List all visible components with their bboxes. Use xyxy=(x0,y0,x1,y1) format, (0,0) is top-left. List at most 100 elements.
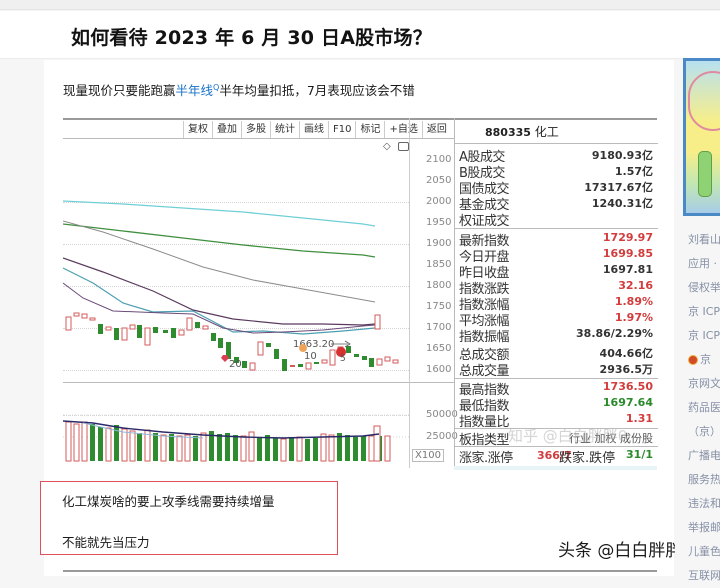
quote-row: 平均涨幅 1.97% xyxy=(459,311,653,329)
quote-panel: 880335 化工 A股成交 9180.93亿 B股成交 1.57亿 国债成交 173… xyxy=(454,118,658,468)
sidebar-footer-links: 刘看山 应用 · 侵权举 京 ICP 京 ICP 京 京网文 药品医 （京） 广… xyxy=(688,228,720,588)
toolbar-rule xyxy=(63,138,454,139)
quote-row: 最高指数 1736.50 xyxy=(459,380,653,398)
quote-row: 国债成交 17317.67亿 xyxy=(459,181,653,197)
marker-10-icon xyxy=(299,344,307,352)
toolbar-tongji[interactable]: 统计 xyxy=(270,121,299,138)
toolbar-zixuan[interactable]: +自选 xyxy=(384,121,421,138)
footer-link[interactable]: 侵权举 xyxy=(688,281,720,294)
chart-top-border xyxy=(63,118,657,120)
promo-image[interactable] xyxy=(683,58,720,216)
credit-watermark: 头条 @白白胖胖0 xyxy=(558,541,694,561)
ma-green xyxy=(63,223,376,258)
search-icon[interactable]: Q xyxy=(213,82,220,92)
quote-row: 基金成交 1240.31亿 xyxy=(459,197,653,213)
toolbar-fanhui[interactable]: 返回 xyxy=(421,121,451,138)
quote-row: 今日开盘 1699.85 xyxy=(459,247,653,265)
diamond-icon[interactable]: ◇ xyxy=(383,141,391,152)
chart-toolbar: 复权 叠加 多股 统计 画线 F10 标记 +自选 返回 xyxy=(183,121,451,138)
quote-sep xyxy=(455,428,658,429)
left-margin xyxy=(0,60,44,576)
marker-20-icon xyxy=(221,355,229,362)
quote-row: A股成交 9180.93亿 xyxy=(459,149,653,165)
toolbar-biaoji[interactable]: 标记 xyxy=(355,121,384,138)
quote-row: 最低指数 1697.64 xyxy=(459,396,653,414)
footer-link[interactable]: 违法和 xyxy=(688,497,720,510)
gridline xyxy=(63,370,409,371)
ma-teal xyxy=(63,267,376,335)
footer-link[interactable]: 儿童色 xyxy=(688,545,720,558)
quote-row: 指数涨跌 32.16 xyxy=(459,279,653,297)
police-badge-icon xyxy=(688,355,698,365)
low-label: 1663.20 xyxy=(293,339,334,350)
footer-link-police[interactable]: 京 xyxy=(688,348,720,372)
volume-ma xyxy=(63,420,380,439)
promo-ring xyxy=(688,71,720,131)
half-year-line-link[interactable]: 半年线 xyxy=(175,83,214,98)
quote-row: B股成交 1.57亿 xyxy=(459,165,653,181)
volume-bars xyxy=(65,421,391,462)
quote-row: 指数振幅 38.86/2.29% xyxy=(459,327,653,345)
quote-row: 权证成交 xyxy=(459,214,510,229)
price-axis: 2100 2050 2000 1950 1900 1850 1800 1750 … xyxy=(409,118,458,468)
candles xyxy=(65,312,399,371)
question-header: 如何看待 2023 年 6 月 30 日A股市场？ xyxy=(0,11,720,59)
footer-link[interactable]: 举报邮 xyxy=(688,521,720,534)
footer-link[interactable]: 京 ICP xyxy=(688,329,720,342)
quote-row: 昨日收盘 1697.81 xyxy=(459,263,653,281)
footer-link[interactable]: 刘看山 xyxy=(688,233,720,246)
quote-row: 总成交额 404.66亿 xyxy=(459,347,653,363)
toolbar-fuquan[interactable]: 复权 xyxy=(183,121,212,138)
lead-paragraph: 现量现价只要能跑赢半年线Q半年均量扣抵，7月表现应该会不错 xyxy=(63,80,415,99)
footer-link[interactable]: 应用 · xyxy=(688,257,717,270)
panel-toggle-icon[interactable] xyxy=(397,141,409,151)
gridline xyxy=(63,202,409,203)
watermark: 知乎 @白白胖胖0 xyxy=(508,427,628,445)
footer-link[interactable]: 京网文 xyxy=(688,377,720,390)
volume-unit: X100 xyxy=(412,449,444,462)
gridline xyxy=(63,415,409,416)
quote-sep xyxy=(455,143,658,144)
quote-sep xyxy=(455,228,658,229)
quote-row: 总成交量 2936.5万 xyxy=(459,363,653,379)
quote-row: 最新指数 1729.97 xyxy=(459,231,653,249)
toolbar-huaxian[interactable]: 画线 xyxy=(299,121,328,138)
quote-row: 指数量比 1.31 xyxy=(459,412,653,430)
ma-short xyxy=(63,282,376,334)
lead-text-after: 半年均量扣抵，7月表现应该会不错 xyxy=(219,83,415,98)
chart-icons: ◇ xyxy=(383,141,409,152)
promo-bottle xyxy=(698,151,712,197)
note-line-2: 不能就先当压力 xyxy=(62,535,150,550)
toolbar-f10[interactable]: F10 xyxy=(328,121,355,138)
footer-link[interactable]: 药品医 xyxy=(688,401,720,414)
marker-5-icon xyxy=(336,347,346,357)
stock-chart-image: 复权 叠加 多股 统计 画线 F10 标记 +自选 返回 ◇ xyxy=(63,118,658,470)
footer-link[interactable]: 广播电 xyxy=(688,449,720,462)
ma-cyan xyxy=(63,200,376,227)
note-line-1: 化工煤炭啥的要上攻季线需要持续增量 xyxy=(62,494,275,509)
browser-top-strip xyxy=(0,0,720,10)
note-box: 化工煤炭啥的要上攻季线需要持续增量 不能就先当压力 xyxy=(40,481,338,555)
svg-text:10: 10 xyxy=(304,351,317,362)
updown-row: 涨家.涨停 366/7 跌家.跌停 31/1 xyxy=(459,448,653,466)
ma-purple xyxy=(63,257,376,326)
footer-link[interactable]: 京 ICP xyxy=(688,305,720,318)
index-code: 880335 化工 xyxy=(485,125,559,139)
gridline xyxy=(63,328,409,329)
quote-row: 板指类型 行业 加权 成份股 xyxy=(459,432,653,448)
page-title: 如何看待 2023 年 6 月 30 日A股市场？ xyxy=(71,27,432,49)
quote-row: 指数涨幅 1.89% xyxy=(459,295,653,313)
svg-text:5: 5 xyxy=(340,354,346,364)
footer-link[interactable]: 互联网 xyxy=(688,569,720,582)
quote-sep xyxy=(455,446,658,447)
volume-separator xyxy=(63,382,454,383)
footer-link[interactable]: 服务热 xyxy=(688,473,720,486)
quote-sep xyxy=(455,378,658,379)
toolbar-diejia[interactable]: 叠加 xyxy=(212,121,241,138)
gridline xyxy=(63,286,409,287)
ma-grey xyxy=(63,220,376,303)
footer-link[interactable]: （京） xyxy=(688,425,720,438)
toolbar-duogu[interactable]: 多股 xyxy=(241,121,270,138)
candlestick-plot: 1663.20 20 10 5 xyxy=(63,200,409,462)
lead-text-before: 现量现价只要能跑赢 xyxy=(63,83,176,98)
